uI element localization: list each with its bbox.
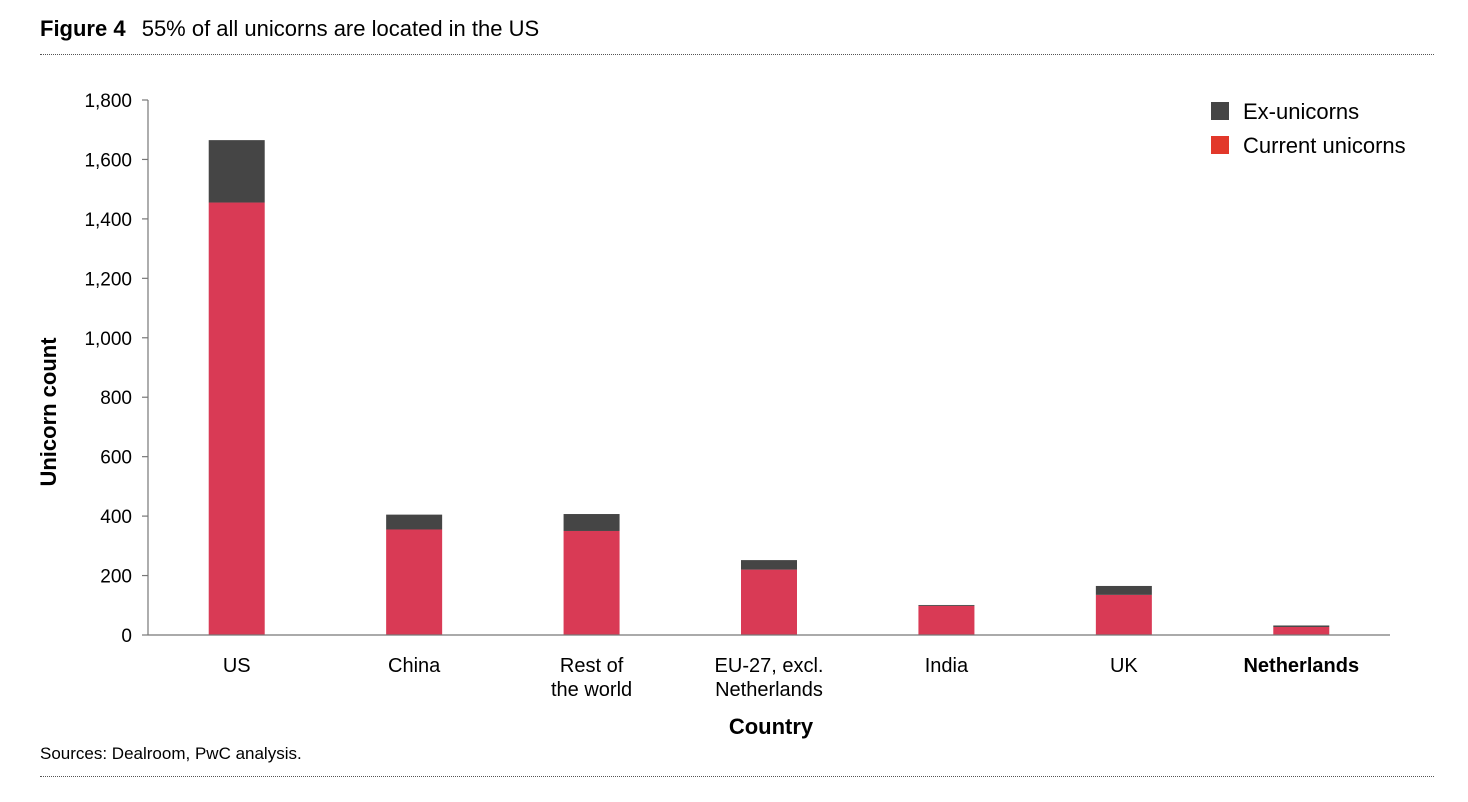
y-tick-label: 1,800	[84, 91, 132, 112]
y-tick-label: 200	[100, 567, 132, 588]
y-tick-label: 0	[121, 626, 132, 647]
bars	[208, 140, 1330, 635]
x-category-label: China	[388, 655, 441, 677]
top-dotted-rule	[40, 54, 1434, 55]
x-category-label: US	[223, 655, 251, 677]
x-category-label-line: China	[388, 655, 441, 677]
x-category-label-line: Netherlands	[715, 679, 823, 701]
bottom-dotted-rule	[40, 776, 1434, 777]
bar-current-unicorns	[563, 530, 620, 635]
y-tick-label: 600	[100, 448, 132, 469]
figure-title: 55% of all unicorns are located in the U…	[141, 16, 540, 41]
bar-ex-unicorns	[1273, 625, 1330, 627]
bar-ex-unicorns	[563, 514, 620, 531]
x-category-label-line: US	[223, 655, 251, 677]
y-tick-label: 1,400	[84, 210, 132, 231]
bar-ex-unicorns	[208, 140, 265, 203]
x-category-label-line: Netherlands	[1243, 655, 1359, 677]
y-tick-label: 1,000	[84, 329, 132, 350]
y-tick-label: 1,200	[84, 269, 132, 290]
bar-ex-unicorns	[1095, 585, 1152, 595]
x-category-label: UK	[1110, 655, 1138, 677]
bar-ex-unicorns	[918, 604, 975, 606]
x-category-label-line: EU-27, excl.	[715, 655, 824, 677]
legend: Ex-unicorns Current unicorns	[1211, 99, 1406, 158]
bar-current-unicorns	[386, 529, 443, 635]
x-category-label: EU-27, excl. Netherlands	[715, 655, 824, 701]
x-category-label: India	[925, 655, 969, 677]
bar-ex-unicorns	[741, 560, 797, 570]
sources-note: Sources: Dealroom, PwC analysis.	[40, 744, 302, 763]
figure-header: Figure 4 55% of all unicorns are located…	[40, 16, 539, 42]
x-category-label-line: India	[925, 655, 969, 677]
legend-swatch	[1211, 136, 1229, 154]
x-category-label: Rest of the world	[551, 655, 632, 701]
bar-ex-unicorns	[386, 514, 443, 530]
y-axis-title: Unicorn count	[36, 337, 61, 487]
bar-current-unicorns	[208, 202, 265, 635]
y-tick-label: 400	[100, 507, 132, 528]
legend-swatch	[1211, 102, 1229, 120]
x-category-label-line: Rest of	[560, 655, 624, 677]
bar-current-unicorns	[1273, 626, 1330, 635]
y-tick-label: 1,600	[84, 150, 132, 171]
y-axis: 0 200 400 600 800 1,000 1,200 1,400 1,600 1,800	[84, 91, 149, 647]
x-category-label: Netherlands	[1243, 655, 1359, 677]
bar-current-unicorns	[1095, 594, 1152, 635]
bar-current-unicorns	[741, 569, 797, 635]
x-axis-title: Country	[729, 714, 814, 739]
y-tick-label: 800	[100, 388, 132, 409]
bar-current-unicorns	[918, 605, 975, 635]
figure-label: Figure 4	[40, 16, 126, 41]
legend-label: Current unicorns	[1243, 133, 1406, 158]
x-category-label-line: UK	[1110, 655, 1138, 677]
legend-label: Ex-unicorns	[1243, 99, 1359, 124]
x-category-label-line: the world	[551, 679, 632, 701]
